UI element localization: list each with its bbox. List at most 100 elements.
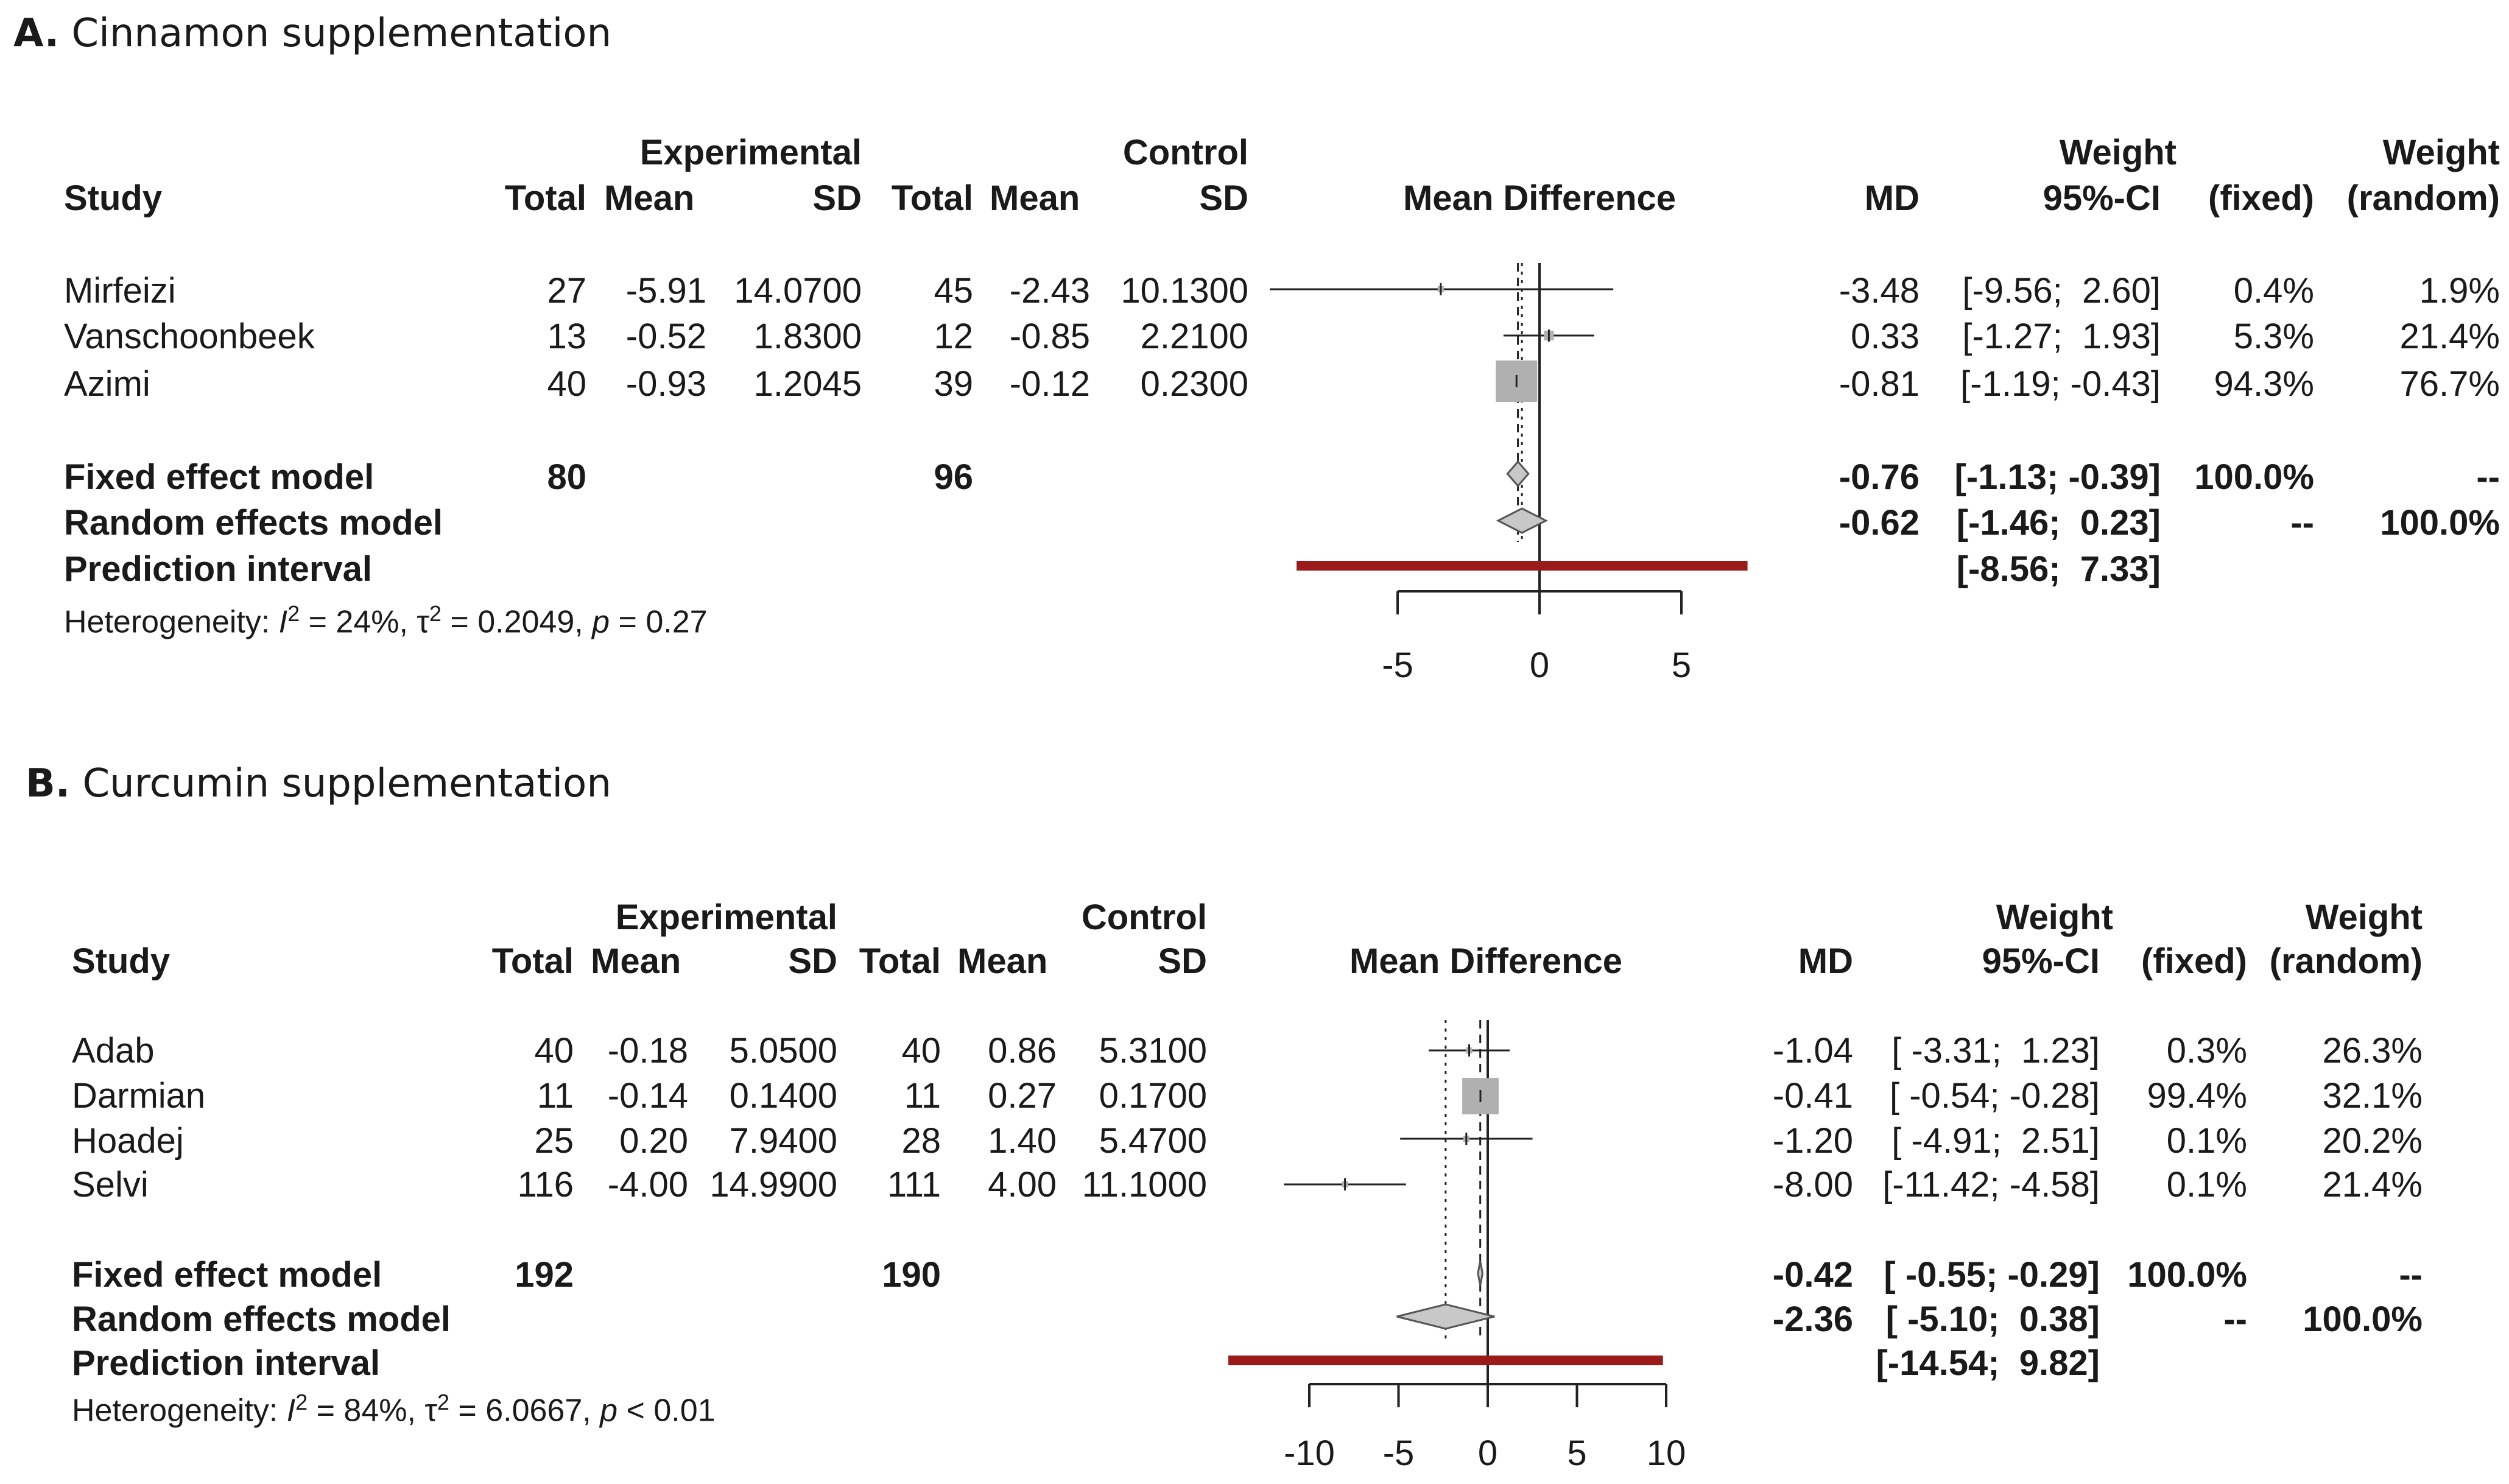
random-weight-fixed: -- [2223, 1299, 2247, 1339]
fixed-c-total: 190 [882, 1255, 941, 1295]
header-c-sd: SD [1199, 178, 1248, 218]
header-c-total: Total [891, 178, 973, 218]
c-total: 39 [934, 364, 973, 404]
weight-fixed: 0.1% [2166, 1121, 2247, 1161]
e-sd: 5.0500 [729, 1031, 837, 1071]
fixed-ci: [ -0.55; -0.29] [1884, 1255, 2100, 1295]
panel-title: B. Curcumin supplementation [26, 761, 611, 806]
fixed-md: -0.76 [1839, 457, 1920, 497]
e-mean: -0.18 [607, 1031, 688, 1071]
fixed-weight-fixed: 100.0% [2127, 1255, 2247, 1295]
weight-fixed: 99.4% [2147, 1076, 2247, 1116]
ci-value: [ -3.31; 1.23] [1891, 1031, 2100, 1071]
study-name: Adab [72, 1031, 155, 1071]
e-mean: -0.52 [625, 317, 706, 356]
random-label: Random effects model [72, 1299, 451, 1339]
e-total: 40 [547, 364, 586, 404]
random-md: -2.36 [1772, 1299, 1853, 1339]
weight-fixed: 5.3% [2233, 317, 2314, 356]
header-e-mean: Mean [604, 178, 695, 218]
het-i-symbol: I [286, 1393, 296, 1429]
ci-value: [ -0.54; -0.28] [1890, 1076, 2100, 1116]
c-mean: 0.86 [988, 1031, 1057, 1071]
study-mark [1503, 329, 1594, 342]
header-random: (random) [2346, 178, 2500, 218]
header-weight-random-1: Weight [2382, 133, 2500, 172]
random-effects-diamond [1396, 1303, 1495, 1330]
header-mean-difference: Mean Difference [1349, 941, 1623, 981]
fixed-effect-diamond [1477, 1261, 1484, 1286]
heterogeneity: Heterogeneity: I2 = 24%, τ2 = 0.2049, p … [64, 601, 708, 640]
x-tick-label: 10 [1647, 1433, 1686, 1473]
header-ci: 95%-CI [2043, 178, 2161, 218]
c-total: 45 [934, 271, 973, 311]
header-e-total: Total [491, 941, 574, 981]
e-total: 40 [534, 1031, 574, 1071]
c-mean: 0.27 [988, 1076, 1057, 1116]
header-c-mean: Mean [990, 178, 1080, 218]
e-total: 27 [547, 271, 586, 311]
header-c-total: Total [859, 941, 941, 981]
fixed-label: Fixed effect model [72, 1255, 382, 1295]
e-sd: 0.1400 [729, 1076, 837, 1116]
study-name: Hoadej [72, 1121, 184, 1161]
random-ci: [ -5.10; 0.38] [1885, 1299, 2100, 1339]
random-ci: [-1.46; 0.23] [1956, 503, 2161, 543]
prediction-interval-bar [1297, 561, 1748, 571]
panel-title: A. Cinnamon supplementation [13, 11, 611, 56]
x-tick-label: -10 [1284, 1433, 1335, 1473]
het-tau2-value: = 0.2049, [441, 604, 593, 640]
header-weight-fixed-1: Weight [1996, 898, 2113, 937]
md-value: -3.48 [1839, 271, 1920, 311]
study-mark [1284, 1178, 1406, 1190]
md-value: -1.20 [1772, 1121, 1853, 1161]
fixed-weight-random: -- [2399, 1255, 2423, 1295]
weight-fixed: 0.1% [2166, 1165, 2247, 1204]
weight-fixed: 94.3% [2214, 364, 2314, 404]
header-study: Study [64, 178, 163, 218]
het-prefix: Heterogeneity: [64, 604, 279, 640]
random-md: -0.62 [1839, 503, 1920, 543]
study-name: Selvi [72, 1165, 149, 1204]
header-fixed: (fixed) [2208, 178, 2314, 218]
forest-plot-b: -10 -5 0 5 10 [1228, 1020, 1686, 1473]
prediction-ci: [-14.54; 9.82] [1876, 1343, 2100, 1383]
e-sd: 14.9900 [709, 1165, 837, 1204]
weight-random: 1.9% [2419, 271, 2500, 311]
header-mean-difference: Mean Difference [1402, 178, 1677, 218]
header-fixed: (fixed) [2141, 941, 2247, 981]
c-sd: 11.1000 [1082, 1165, 1207, 1204]
ci-value: [-1.19; -0.43] [1960, 364, 2161, 404]
random-effects-diamond [1496, 507, 1549, 534]
x-tick-label: 0 [1530, 645, 1549, 685]
e-mean: -0.93 [625, 364, 706, 404]
het-p-value: = 0.27 [610, 604, 708, 640]
x-tick-label: 5 [1567, 1433, 1586, 1473]
md-value: -8.00 [1772, 1165, 1853, 1204]
c-sd: 5.4700 [1099, 1121, 1207, 1161]
e-mean: -4.00 [607, 1165, 688, 1204]
x-tick-label: 0 [1478, 1433, 1497, 1473]
c-sd: 0.1700 [1099, 1076, 1207, 1116]
weight-random: 26.3% [2322, 1031, 2423, 1071]
header-c-mean: Mean [957, 941, 1048, 981]
header-weight-fixed-1: Weight [2059, 133, 2176, 172]
e-total: 13 [547, 317, 586, 356]
panel-letter: B. [26, 761, 71, 806]
heterogeneity: Heterogeneity: I2 = 84%, τ2 = 6.0667, p … [72, 1390, 716, 1429]
prediction-interval-bar [1228, 1356, 1663, 1365]
md-value: -1.04 [1772, 1031, 1853, 1071]
het-i-symbol: I [278, 604, 288, 640]
fixed-effect-diamond [1506, 460, 1530, 488]
x-tick-label: -5 [1382, 645, 1413, 685]
study-name: Mirfeizi [64, 271, 176, 311]
fixed-e-total: 192 [515, 1255, 574, 1295]
weight-random: 20.2% [2322, 1121, 2423, 1161]
panel-title-text: Curcumin supplementation [82, 761, 611, 806]
header-md: MD [1864, 178, 1920, 218]
header-control: Control [1081, 898, 1207, 937]
e-mean: -5.91 [625, 271, 706, 311]
header-e-mean: Mean [591, 941, 681, 981]
e-mean: 0.20 [619, 1121, 688, 1161]
e-sd: 1.2045 [753, 364, 862, 404]
